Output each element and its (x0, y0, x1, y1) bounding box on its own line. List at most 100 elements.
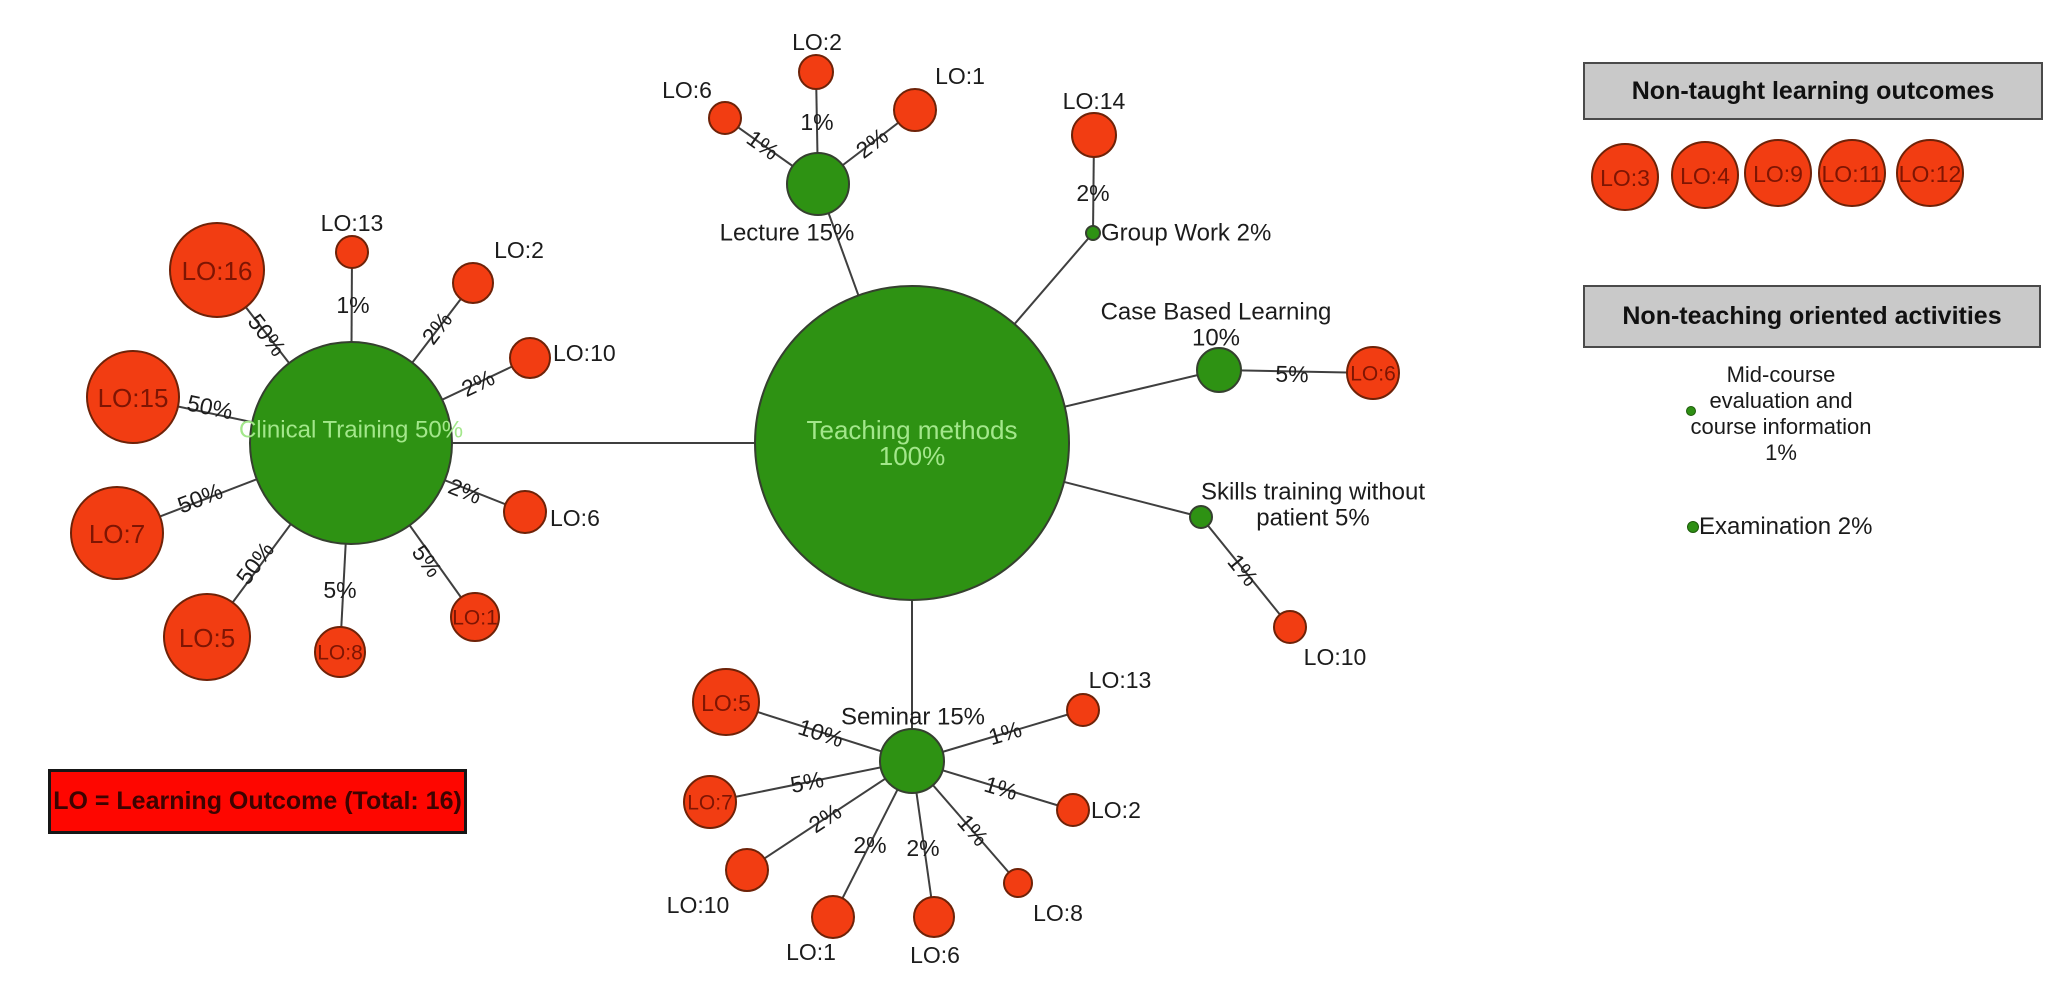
outcome-node-nt-lo9 (1744, 139, 1812, 207)
edge-weight-label: 2% (457, 364, 498, 402)
hub-label-case-based-learning: 10% (1192, 325, 1240, 352)
hub-label-teaching-methods: Teaching methods (806, 415, 1017, 445)
outcome-label-sem-lo2: LO:2 (1091, 797, 1141, 823)
hub-node-teaching-methods (754, 285, 1070, 601)
outcome-label-ct-lo1: LO:1 (452, 607, 498, 630)
outcome-node-ct-lo7 (70, 486, 164, 580)
edge-weight-label: 2% (906, 835, 939, 861)
outcome-node-nt-lo3 (1591, 143, 1659, 211)
hub-label-clinical-training: Clinical Training 50% (239, 417, 463, 444)
hub-node-case-based-learning (1196, 347, 1242, 393)
outcome-label-nt-lo4: LO:4 (1680, 163, 1730, 189)
outcome-node-sem-lo7 (683, 775, 737, 829)
outcome-label-nt-lo9: LO:9 (1753, 161, 1803, 187)
outcome-node-sem-lo8 (1003, 868, 1033, 898)
outcome-label-ct-lo2: LO:2 (494, 237, 544, 263)
edge-weight-label: 1% (800, 109, 833, 135)
outcome-node-sem-lo13 (1066, 693, 1100, 727)
edge-weight-label: 1% (985, 716, 1024, 750)
outcome-label-sem-lo13: LO:13 (1089, 667, 1152, 693)
edge-weight-label: 5% (1275, 361, 1309, 388)
outcome-label-lec-lo2: LO:2 (792, 29, 842, 55)
outcome-label-ct-lo16: LO:16 (182, 256, 253, 286)
edge-weight-label: 2% (445, 473, 485, 509)
edge-weight-label: 1% (336, 292, 369, 318)
outcome-label-ct-lo13: LO:13 (321, 210, 384, 236)
edge-weight-label: 1% (1222, 549, 1263, 591)
outcome-node-ct-lo10 (509, 337, 551, 379)
outcome-node-ct-lo16 (169, 222, 265, 318)
edge-weight-label: 50% (243, 309, 292, 361)
outcome-label-nt-lo3: LO:3 (1600, 165, 1650, 191)
outcome-node-ct-lo13 (335, 235, 369, 269)
hub-node-skills-training (1189, 505, 1213, 529)
outcome-label-ct-lo7: LO:7 (89, 519, 145, 549)
edge-weight-label: 5% (788, 766, 826, 798)
outcome-node-ct-lo1 (450, 592, 500, 642)
outcome-node-gw-lo14 (1071, 112, 1117, 158)
outcome-node-nt-lo12 (1896, 139, 1964, 207)
lo-legend-box: LO = Learning Outcome (Total: 16) (48, 769, 467, 834)
outcome-node-sk-lo10 (1273, 610, 1307, 644)
edge-weight-label: 1% (742, 125, 784, 165)
outcome-label-sem-lo7: LO:7 (687, 792, 733, 815)
outcome-label-sem-lo5: LO:5 (701, 690, 751, 716)
outcome-node-lec-lo1 (893, 88, 937, 132)
outcome-node-nt-lo4 (1671, 141, 1739, 209)
outcome-node-ct-lo8 (314, 626, 366, 678)
hub-label-lecture: Lecture 15% (720, 220, 855, 247)
outcome-node-ct-lo5 (163, 593, 251, 681)
outcome-label-ct-lo15: LO:15 (98, 383, 169, 413)
edge-line (709, 760, 913, 803)
edge-weight-label: 1% (981, 771, 1020, 806)
outcome-label-ct-lo6: LO:6 (550, 505, 600, 531)
edge-weight-label: 2% (1076, 180, 1109, 206)
edge-weight-label: 50% (185, 390, 235, 425)
outcome-label-sem-lo6: LO:6 (910, 942, 960, 968)
hub-label-skills-training: patient 5% (1256, 505, 1369, 532)
examination-label: Examination 2% (1699, 513, 1873, 540)
edge-weight-label: 5% (407, 540, 447, 582)
hub-label-case-based-learning: Case Based Learning (1101, 299, 1332, 326)
outcome-node-sem-lo6 (913, 896, 955, 938)
edge-weight-label: 50% (174, 478, 226, 519)
hub-node-seminar (879, 728, 945, 794)
outcome-label-nt-lo12: LO:12 (1899, 161, 1962, 187)
outcome-label-ct-lo8: LO:8 (317, 642, 363, 665)
outcome-label-sk-lo10: LO:10 (1304, 644, 1367, 670)
mid-course-bullet-icon (1686, 406, 1696, 416)
outcome-label-nt-lo11: LO:11 (1822, 161, 1883, 187)
outcome-node-lec-lo2 (798, 54, 834, 90)
outcome-node-sem-lo2 (1056, 793, 1090, 827)
hub-label-group-work: Group Work 2% (1101, 220, 1271, 247)
outcome-node-cbl-lo6 (1346, 346, 1400, 400)
non-teaching-activities-header: Non-teaching oriented activities (1583, 285, 2041, 348)
outcome-node-ct-lo15 (86, 350, 180, 444)
edge-weight-label: 5% (323, 577, 356, 603)
edge-weight-label: 2% (417, 307, 458, 349)
examination-bullet-icon (1687, 521, 1699, 533)
edge-weight-label: 2% (804, 798, 846, 838)
outcome-label-sem-lo8: LO:8 (1033, 900, 1083, 926)
outcome-label-sem-lo1: LO:1 (786, 939, 836, 965)
outcome-label-lec-lo1: LO:1 (935, 63, 985, 89)
outcome-label-sem-lo10: LO:10 (667, 892, 730, 918)
edge-weight-label: 50% (231, 537, 279, 589)
hub-node-clinical-training (249, 341, 453, 545)
outcome-node-sem-lo10 (725, 848, 769, 892)
outcome-label-ct-lo5: LO:5 (179, 623, 235, 653)
outcome-node-nt-lo11 (1818, 139, 1886, 207)
outcome-node-ct-lo2 (452, 262, 494, 304)
edge-weight-label: 2% (853, 832, 886, 858)
non-taught-outcomes-header: Non-taught learning outcomes (1583, 62, 2043, 120)
edge-weight-label: 10% (795, 714, 847, 753)
outcome-node-sem-lo1 (811, 895, 855, 939)
outcome-label-ct-lo10: LO:10 (553, 340, 616, 366)
hub-node-lecture (786, 152, 850, 216)
mid-course-evaluation-label: Mid-course evaluation and course informa… (1690, 362, 1872, 465)
hub-label-skills-training: Skills training without (1201, 479, 1425, 506)
hub-label-seminar: Seminar 15% (841, 704, 985, 731)
outcome-node-ct-lo6 (503, 490, 547, 534)
edge-line (1200, 516, 1291, 628)
